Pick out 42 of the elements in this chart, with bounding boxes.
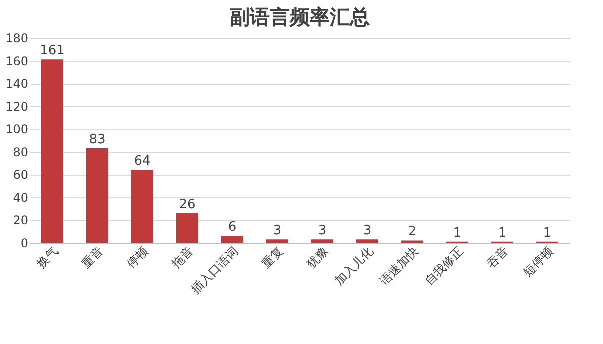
y-tick-label: 20 [13, 214, 28, 228]
y-tick-label: 180 [6, 32, 28, 46]
data-label: 2 [408, 224, 417, 240]
y-tick-label: 140 [6, 77, 28, 92]
y-tick-label: 40 [13, 190, 28, 205]
data-label: 1 [543, 226, 552, 241]
y-tick-label: 120 [6, 100, 28, 114]
data-label: 3 [363, 224, 372, 239]
x-tick-label: 停顿 [124, 244, 151, 271]
data-label: 3 [318, 224, 327, 239]
bar [176, 213, 198, 243]
bar [132, 170, 154, 243]
y-tick-label: 80 [13, 145, 28, 160]
x-tick-label: 犹豫 [304, 244, 331, 271]
x-tick-label: 重音 [79, 244, 106, 271]
chart-title: 副语言频率汇总 [230, 5, 370, 29]
data-label: 64 [134, 154, 151, 170]
x-tick-label: 语速加快 [377, 244, 421, 288]
y-tick-label: 160 [6, 54, 28, 68]
x-tick-label: 短停顿 [520, 244, 556, 280]
bar [42, 60, 64, 243]
y-tick-label: 0 [20, 236, 28, 250]
x-tick-label: 重复 [259, 244, 286, 271]
x-tick-label: 吞音 [484, 244, 511, 271]
bar [266, 240, 288, 243]
bar [356, 240, 378, 243]
x-tick-label: 自我修正 [422, 244, 466, 288]
x-tick-label: 加入儿化 [332, 244, 376, 288]
data-label: 3 [273, 224, 282, 239]
y-tick-label: 100 [6, 122, 28, 137]
bar [222, 236, 244, 243]
data-label: 1 [453, 226, 462, 241]
data-label: 83 [89, 132, 106, 148]
data-label: 6 [228, 220, 237, 236]
bar [86, 148, 108, 243]
data-label: 1 [498, 226, 507, 241]
bar [312, 240, 334, 243]
data-label: 161 [40, 44, 65, 59]
data-label: 26 [179, 197, 196, 212]
y-tick-label: 60 [13, 168, 28, 182]
x-tick-label: 换气 [34, 244, 61, 271]
x-tick-label: 拖音 [168, 244, 196, 272]
